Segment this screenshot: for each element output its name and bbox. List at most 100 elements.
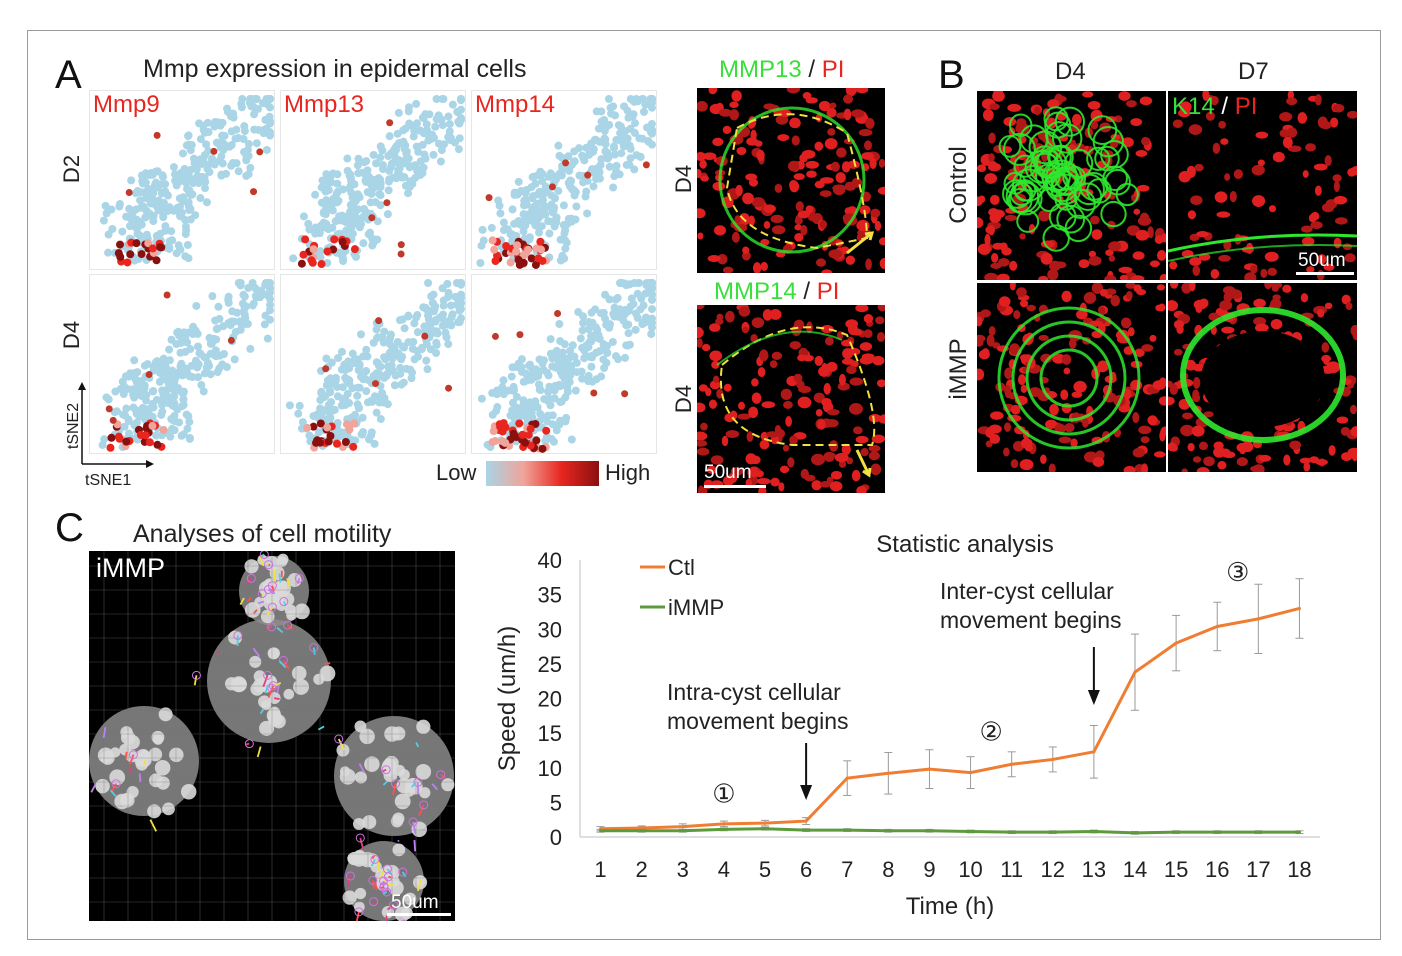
nucleus: [1350, 426, 1357, 437]
tsne-point: [400, 343, 409, 352]
tsne-point: [104, 248, 113, 257]
tsne-point: [137, 410, 146, 419]
nucleus: [1321, 203, 1335, 213]
membrane: [1044, 171, 1070, 197]
nucleus: [1210, 95, 1219, 106]
scale-bar: [387, 913, 451, 916]
cell: [416, 719, 431, 734]
tsne-point: [631, 325, 640, 334]
nucleus: [796, 380, 805, 389]
nucleus: [1108, 255, 1116, 262]
tsne-point: [228, 158, 237, 167]
tsne-point: [212, 352, 221, 361]
cell: [291, 665, 307, 681]
data-point: [804, 828, 808, 832]
nucleus: [1009, 260, 1018, 271]
nucleus: [819, 190, 832, 197]
cell: [135, 758, 149, 771]
nucleus: [1350, 404, 1357, 415]
tsne-point: [250, 110, 259, 119]
nucleus: [849, 360, 859, 368]
tsne-point: [636, 305, 645, 314]
nucleus: [1099, 288, 1108, 297]
nucleus: [814, 180, 825, 189]
tsne-point: [546, 335, 555, 344]
tsne-point: [331, 217, 340, 226]
nucleus: [1168, 396, 1175, 406]
tsne-point: [410, 355, 419, 364]
nucleus: [1252, 464, 1265, 472]
tsne-point: [266, 295, 274, 304]
nucleus: [820, 324, 834, 334]
data-point: [927, 829, 931, 833]
nucleus: [1149, 334, 1157, 342]
tsne-point: [432, 340, 441, 349]
tsne-point: [562, 413, 571, 422]
micrograph-cells: [697, 305, 885, 493]
cell: [230, 676, 247, 693]
tsne-point: [454, 145, 463, 154]
membrane: [1003, 132, 1036, 166]
tsne-point: [169, 402, 178, 411]
tsne-point: [182, 184, 191, 193]
cell-track: [278, 573, 282, 583]
cell-track: [276, 683, 281, 694]
tsne-point: [603, 154, 612, 163]
nucleus: [1090, 215, 1100, 225]
nucleus: [1038, 275, 1049, 280]
tsne-point: [633, 313, 642, 322]
tsne-point: [402, 155, 411, 164]
nucleus: [815, 113, 823, 123]
tsne-point: [311, 190, 320, 199]
tsne-point: [565, 364, 574, 373]
nucleus: [1254, 323, 1269, 332]
tsne-point: [603, 148, 612, 157]
tsne-point: [305, 225, 314, 234]
nucleus: [870, 208, 881, 218]
tsne-point: [170, 426, 179, 435]
tsne-point: [410, 319, 419, 328]
nucleus: [774, 183, 783, 193]
tsne-point: [170, 392, 179, 401]
tsne-point: [626, 144, 635, 153]
tsne-point: [498, 383, 507, 392]
tsne-point: [373, 217, 382, 226]
nucleus: [1224, 173, 1231, 181]
cell-track: [355, 911, 360, 921]
tsne-point-high: [518, 430, 527, 439]
x-tick-label: 14: [1123, 857, 1147, 882]
nucleus: [1003, 447, 1010, 457]
tsne-point: [239, 320, 248, 329]
tsne-point-high: [498, 437, 507, 446]
tsne-point: [587, 351, 596, 360]
nucleus: [827, 128, 836, 136]
membrane: [1048, 202, 1077, 231]
tsne-point: [199, 155, 208, 164]
tsne-point: [392, 154, 401, 163]
nucleus: [1352, 330, 1357, 341]
nucleus: [977, 164, 987, 173]
nucleus: [815, 408, 823, 417]
nucleus: [762, 309, 773, 321]
series-line-ctl: [600, 607, 1300, 831]
cell-marker: [345, 871, 355, 881]
nucleus: [1221, 326, 1235, 334]
tsne-point: [389, 146, 398, 155]
tsne-point: [413, 328, 422, 337]
cell-marker: [436, 770, 446, 780]
tsne-point: [321, 201, 330, 210]
tsne-point: [136, 389, 145, 398]
nucleus: [1219, 300, 1233, 311]
tsne-point: [356, 330, 365, 339]
tsne-point: [538, 196, 547, 205]
tsne-point: [178, 149, 187, 158]
tsne-point: [204, 128, 213, 137]
cell-marker: [378, 876, 388, 886]
tsne-point: [648, 305, 656, 314]
phase-marker: ②: [979, 717, 1002, 747]
tsne-point: [578, 326, 587, 335]
nucleus: [1189, 283, 1196, 292]
tsne-point: [203, 118, 212, 127]
cell-marker: [268, 681, 278, 691]
